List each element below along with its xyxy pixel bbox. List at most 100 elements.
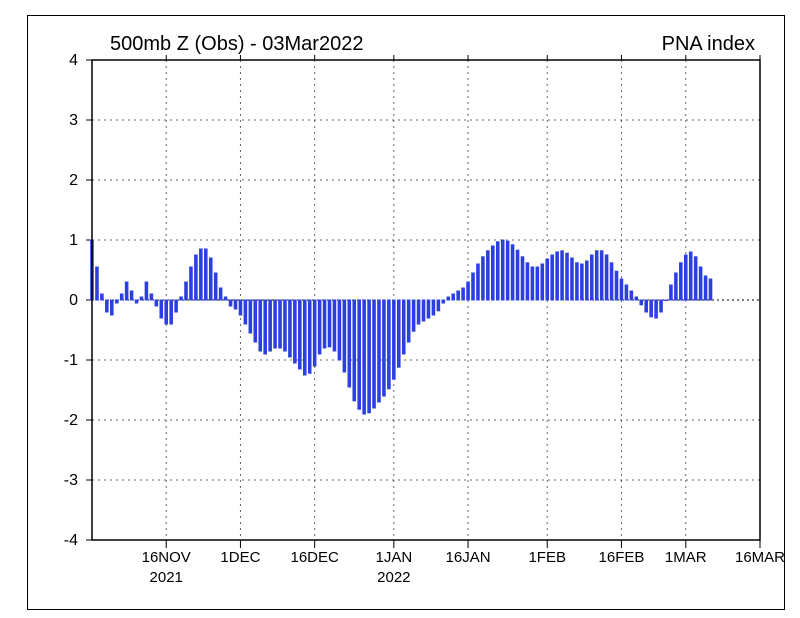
- bar: [111, 300, 114, 315]
- bar: [536, 267, 539, 300]
- x-tick-label: 16JAN: [446, 549, 491, 566]
- y-tick-label: -2: [64, 412, 78, 429]
- bar: [308, 300, 311, 373]
- bar: [521, 257, 524, 300]
- bar: [556, 252, 559, 300]
- bar: [541, 264, 544, 300]
- bar: [313, 300, 316, 366]
- bar: [388, 300, 391, 389]
- bar: [229, 300, 232, 306]
- bar: [477, 264, 480, 300]
- bar: [180, 297, 183, 300]
- bar: [447, 297, 450, 300]
- y-tick-label: -3: [64, 472, 78, 489]
- bar: [605, 255, 608, 300]
- y-tick-label: -4: [64, 532, 78, 549]
- x-tick-label: 16DEC: [290, 549, 339, 566]
- bar: [343, 300, 346, 372]
- bar: [244, 300, 247, 324]
- x-tick-label: 16MAR: [735, 549, 785, 566]
- bar: [437, 300, 440, 311]
- bar: [457, 291, 460, 300]
- bar: [625, 285, 628, 300]
- bar: [675, 273, 678, 300]
- bar: [383, 300, 386, 396]
- bar: [209, 258, 212, 300]
- y-tick-label: 0: [69, 292, 78, 309]
- bar: [704, 276, 707, 300]
- bar: [185, 282, 188, 300]
- bar: [655, 300, 658, 318]
- bar: [586, 261, 589, 300]
- bar: [432, 300, 435, 315]
- bar: [101, 294, 104, 300]
- bar: [279, 300, 282, 348]
- x-tick-label: 1DEC: [220, 549, 260, 566]
- bar: [635, 297, 638, 300]
- bar: [96, 267, 99, 300]
- bar: [195, 255, 198, 300]
- bar: [368, 300, 371, 413]
- x-tick-label: 1MAR: [665, 549, 707, 566]
- bar: [254, 300, 257, 342]
- bar: [333, 300, 336, 351]
- bar: [150, 294, 153, 300]
- bar: [214, 273, 217, 300]
- y-tick-label: -1: [64, 352, 78, 369]
- bar: [660, 300, 663, 312]
- bar: [145, 282, 148, 300]
- bar: [487, 251, 490, 300]
- bar: [284, 300, 287, 351]
- bar: [299, 300, 302, 369]
- bar: [650, 300, 653, 317]
- bar: [120, 294, 123, 300]
- chart-frame: -4-3-2-10123416NOV20211DEC16DEC1JAN20221…: [0, 0, 800, 618]
- bar: [511, 245, 514, 300]
- bar-series: [91, 240, 712, 414]
- bar: [363, 300, 366, 414]
- bar: [259, 300, 262, 351]
- bar: [353, 300, 356, 401]
- bar: [566, 253, 569, 300]
- bar: [630, 291, 633, 300]
- bar: [269, 300, 272, 351]
- bar: [571, 258, 574, 300]
- bar: [205, 249, 208, 300]
- bar: [467, 282, 470, 300]
- bar: [531, 267, 534, 300]
- bar: [219, 288, 222, 300]
- bar: [397, 300, 400, 367]
- bar: [378, 300, 381, 402]
- bar: [165, 300, 168, 324]
- bar: [402, 300, 405, 354]
- bar: [155, 300, 158, 306]
- bar: [358, 300, 361, 409]
- bar: [615, 271, 618, 300]
- bar: [373, 300, 376, 408]
- x-tick-label: 1FEB: [528, 549, 566, 566]
- bar: [318, 300, 321, 354]
- bar: [289, 300, 292, 357]
- bar: [160, 300, 163, 318]
- bar: [620, 279, 623, 300]
- bar: [115, 300, 118, 303]
- bar: [472, 273, 475, 300]
- bar: [125, 282, 128, 300]
- bar: [689, 252, 692, 300]
- bar: [665, 300, 668, 301]
- bar: [590, 255, 593, 300]
- bar: [274, 300, 277, 348]
- bar: [482, 257, 485, 300]
- bar: [694, 257, 697, 300]
- bar: [600, 251, 603, 300]
- bar: [501, 240, 504, 300]
- bar: [546, 259, 549, 300]
- x-tick-sublabel: 2022: [377, 569, 410, 586]
- bar: [670, 285, 673, 300]
- bar: [170, 300, 173, 324]
- bar: [640, 300, 643, 305]
- bar: [224, 297, 227, 300]
- bar: [412, 300, 415, 331]
- bar: [239, 300, 242, 315]
- y-tick-label: 4: [69, 52, 78, 69]
